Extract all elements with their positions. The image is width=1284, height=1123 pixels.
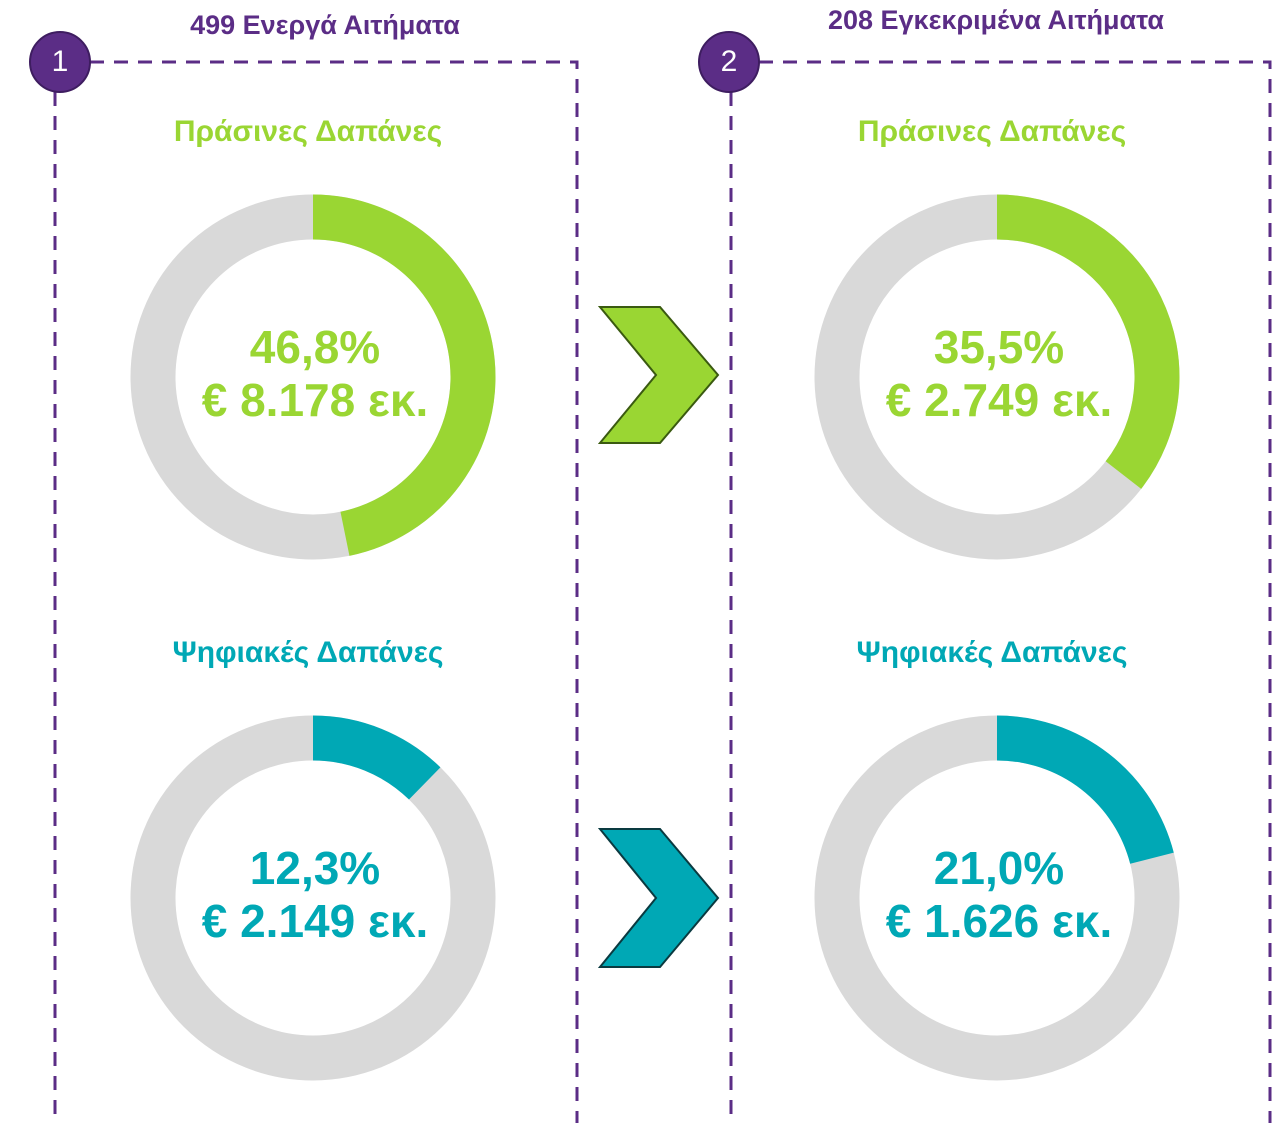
panel-title: 499 Ενεργά Αιτήματα [190, 10, 460, 40]
value-label: 35,5% [934, 321, 1064, 373]
badge-circle [29, 31, 91, 93]
badges: 1 2 [29, 31, 760, 93]
amount-label: € 1.626 εκ. [886, 895, 1113, 947]
value-label: 12,3% [250, 842, 380, 894]
value-label: 21,0% [934, 842, 1064, 894]
amount-label: € 8.178 εκ. [202, 374, 429, 426]
amount-label: € 2.749 εκ. [886, 374, 1113, 426]
donut-segment [996, 715, 1174, 865]
amount-label: € 2.149 εκ. [202, 895, 429, 947]
panel-title: 208 Εγκεκριμένα Αιτήματα [828, 5, 1164, 35]
panel-frames [53, 60, 1272, 1123]
donut-segment [312, 715, 441, 800]
badge-number: 1 [52, 45, 69, 78]
badge-number: 2 [721, 45, 738, 78]
donut-title: Πράσινες Δαπάνες [174, 115, 442, 148]
badge-circle [698, 31, 760, 93]
arrow [597, 306, 720, 444]
donut-segment [996, 194, 1180, 489]
donut-segment [312, 194, 496, 556]
panel-frame [90, 60, 579, 1123]
donut-title: Πράσινες Δαπάνες [858, 115, 1126, 148]
donut-title: Ψηφιακές Δαπάνες [856, 636, 1127, 669]
arrows [597, 306, 720, 968]
donut-title: Ψηφιακές Δαπάνες [172, 636, 443, 669]
arrow [597, 828, 720, 968]
value-label: 46,8% [250, 321, 380, 373]
panel-frame [759, 60, 1272, 1123]
